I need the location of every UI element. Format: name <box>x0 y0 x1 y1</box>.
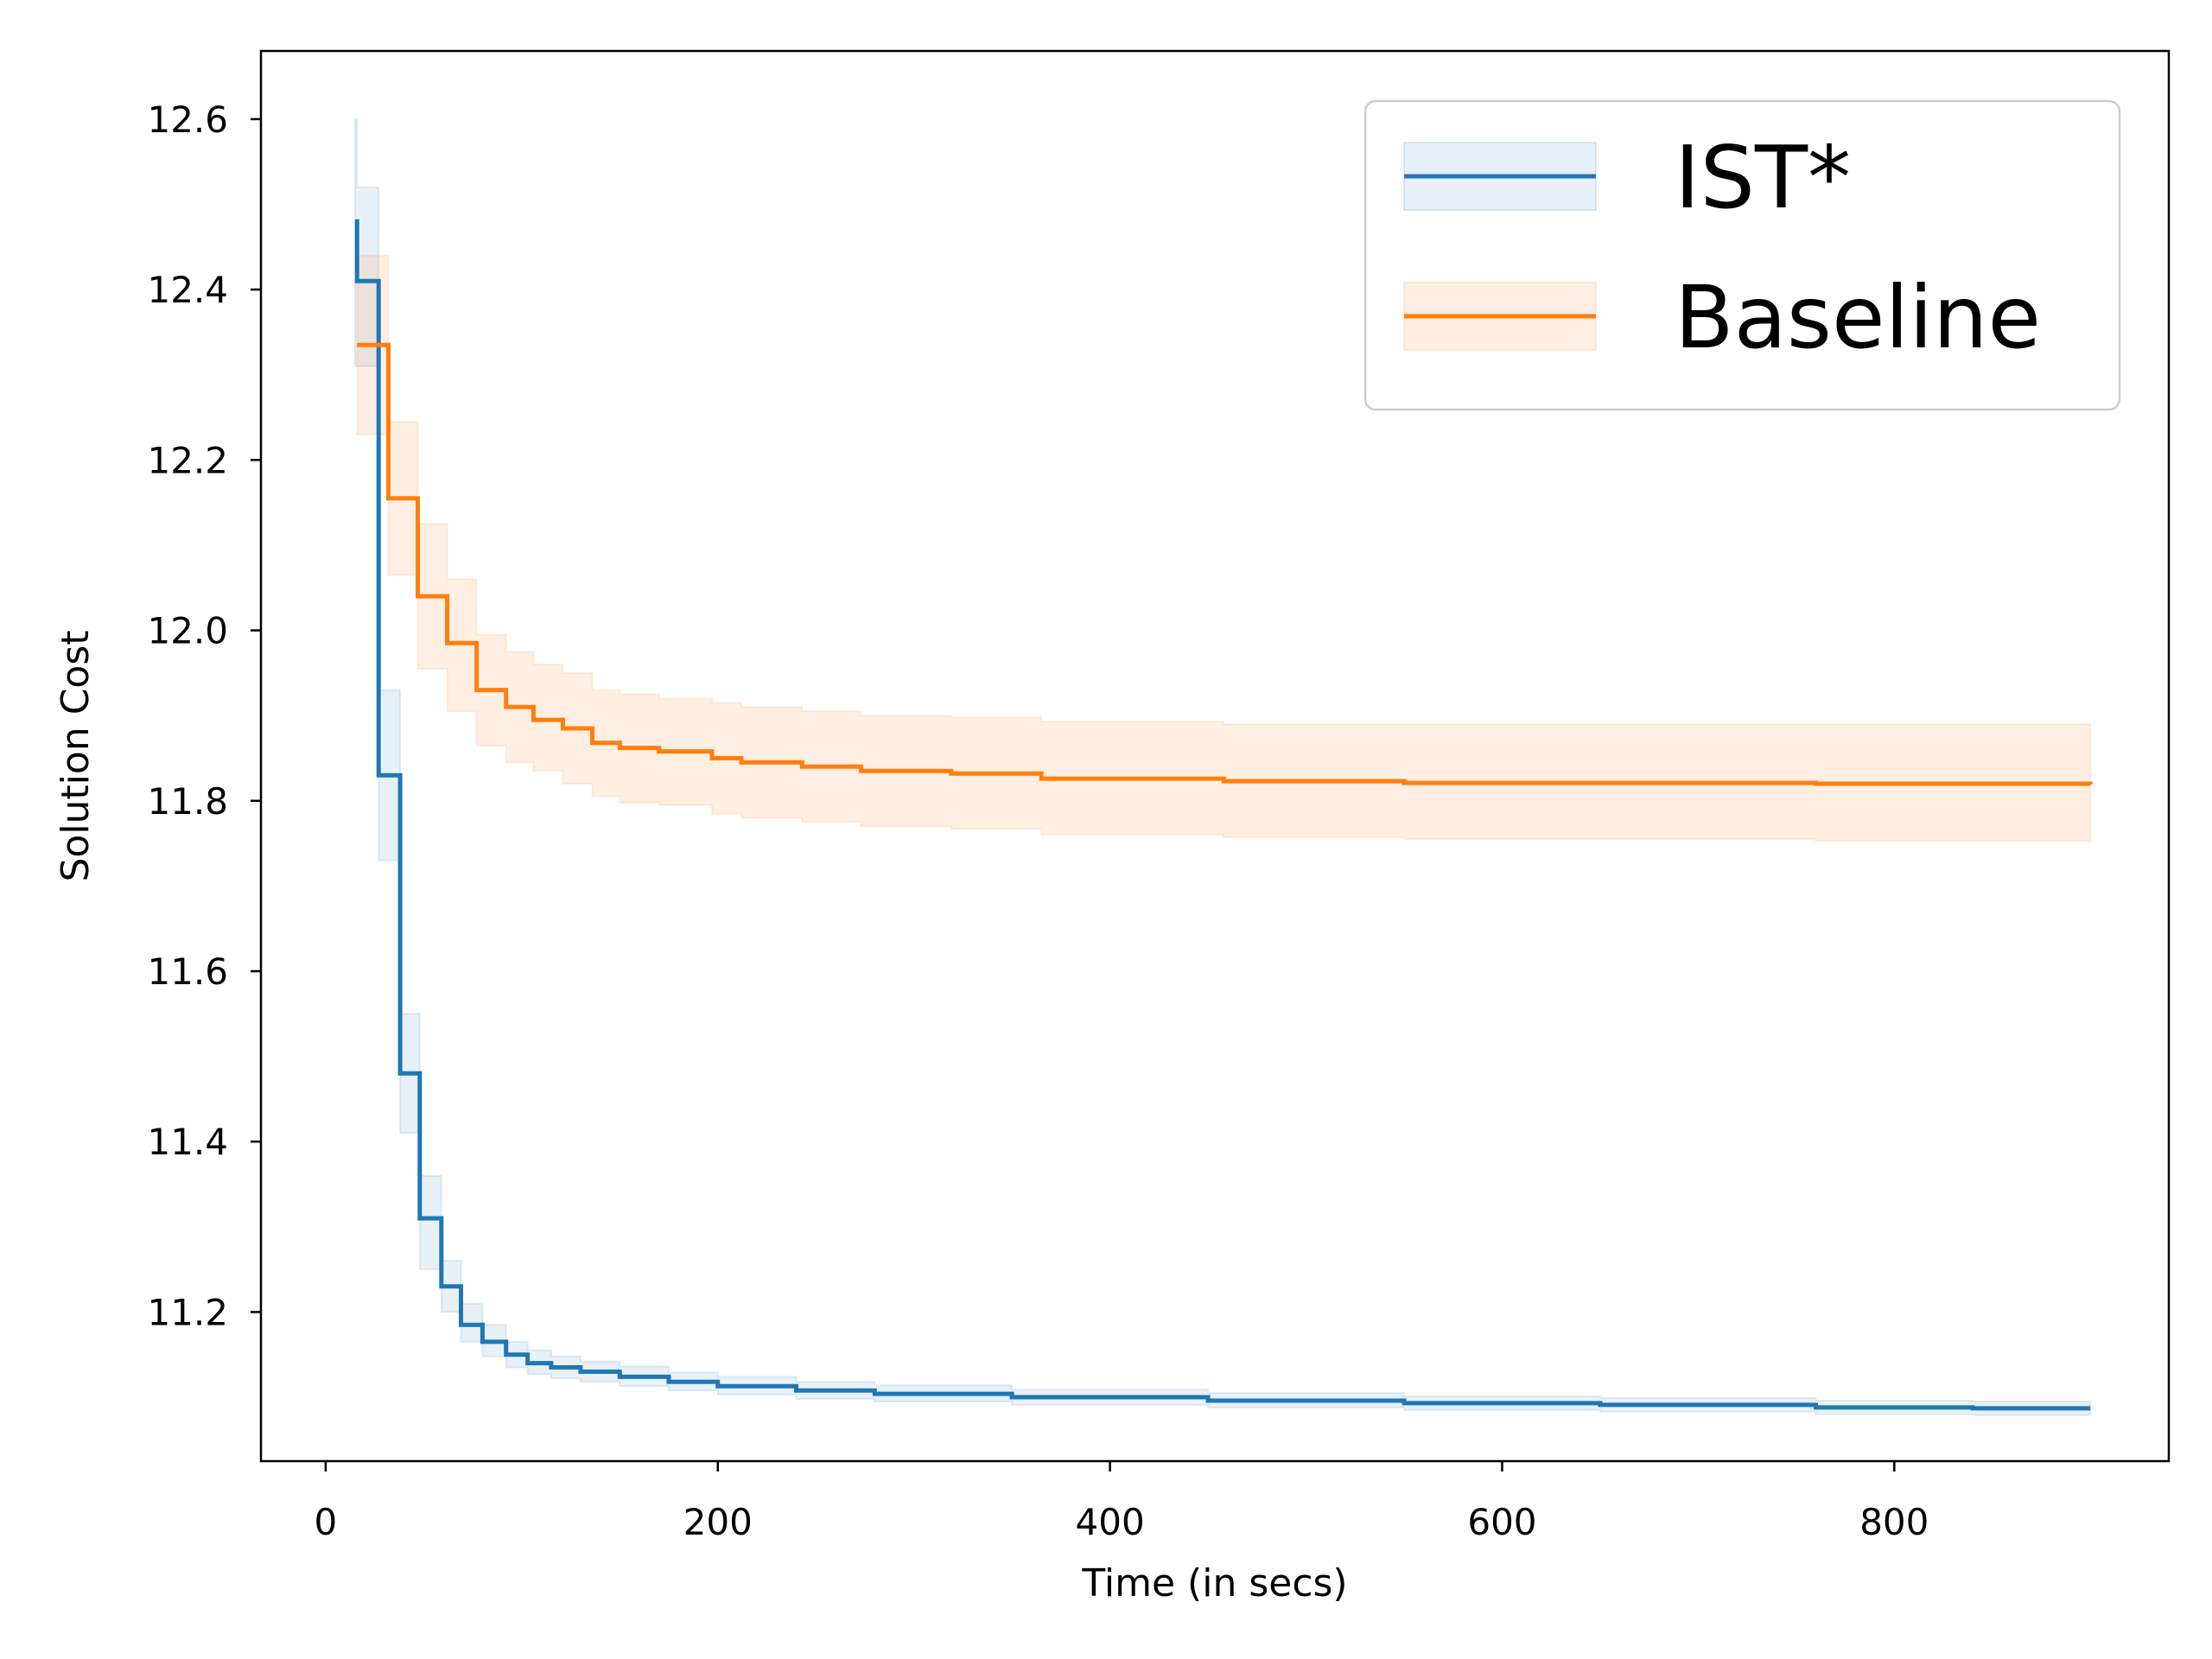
y-tick-label: 12.2 <box>147 439 228 481</box>
x-tick-label: 400 <box>1076 1501 1145 1543</box>
legend-label-baseline: Baseline <box>1675 267 2041 368</box>
y-tick-label: 11.2 <box>147 1291 228 1333</box>
y-tick-label: 11.8 <box>147 780 228 823</box>
y-axis-label: Solution Cost <box>54 630 98 881</box>
x-axis-ticks: 0 200 400 600 800 <box>315 1461 1929 1543</box>
y-tick-label: 12.0 <box>147 610 228 652</box>
y-tick-label: 11.6 <box>147 950 228 993</box>
y-tick-label: 11.4 <box>147 1121 228 1163</box>
y-tick-label: 12.6 <box>147 99 228 141</box>
plot-frame <box>259 49 2171 1463</box>
line-baseline <box>357 342 2093 786</box>
y-axis-ticks: 11.2 11.4 11.6 11.8 12.0 12.2 12.4 12.6 <box>147 99 261 1333</box>
x-axis-label: Time (in secs) <box>1081 1561 1347 1605</box>
line-ist <box>354 219 2091 1411</box>
legend: IST* Baseline <box>1363 99 2121 411</box>
x-tick-label: 200 <box>683 1501 753 1543</box>
legend-label-ist: IST* <box>1675 127 1851 228</box>
x-tick-label: 600 <box>1467 1501 1536 1543</box>
x-tick-label: 800 <box>1859 1501 1929 1543</box>
y-tick-label: 12.4 <box>147 269 228 311</box>
series-lines <box>354 219 2093 1411</box>
x-tick-label: 0 <box>315 1501 338 1543</box>
